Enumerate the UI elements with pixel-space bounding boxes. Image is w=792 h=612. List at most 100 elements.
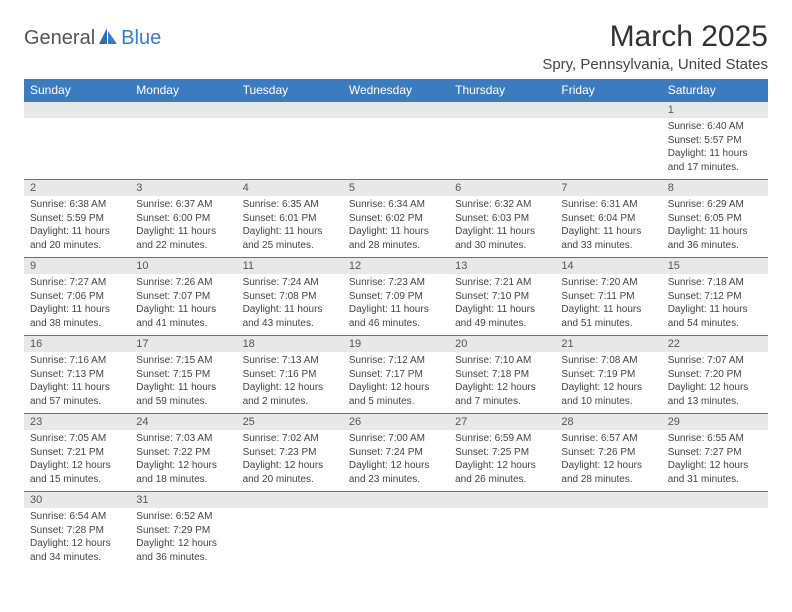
day-line: Sunset: 6:01 PM: [243, 212, 337, 226]
day-line: Daylight: 11 hours: [349, 303, 443, 317]
location: Spry, Pennsylvania, United States: [542, 56, 768, 73]
day-number: 27: [449, 414, 555, 430]
weekday-header: Tuesday: [237, 79, 343, 102]
calendar-table: SundayMondayTuesdayWednesdayThursdayFrid…: [24, 79, 768, 570]
day-line: Daylight: 12 hours: [30, 459, 124, 473]
logo-text-blue: Blue: [121, 27, 161, 50]
day-number: 30: [24, 492, 130, 508]
day-details: Sunrise: 6:37 AMSunset: 6:00 PMDaylight:…: [130, 196, 236, 256]
day-number: 29: [662, 414, 768, 430]
day-line: Sunrise: 7:21 AM: [455, 276, 549, 290]
day-line: Sunset: 7:27 PM: [668, 446, 762, 460]
calendar-cell: 31Sunrise: 6:52 AMSunset: 7:29 PMDayligh…: [130, 492, 236, 570]
day-line: Sunset: 7:22 PM: [136, 446, 230, 460]
day-details: Sunrise: 7:24 AMSunset: 7:08 PMDaylight:…: [237, 274, 343, 334]
day-line: Daylight: 11 hours: [561, 303, 655, 317]
day-line: Sunrise: 7:10 AM: [455, 354, 549, 368]
day-details: Sunrise: 7:05 AMSunset: 7:21 PMDaylight:…: [24, 430, 130, 490]
day-line: Sunset: 6:04 PM: [561, 212, 655, 226]
day-line: Sunrise: 7:05 AM: [30, 432, 124, 446]
day-line: and 17 minutes.: [668, 161, 762, 175]
weekday-header: Saturday: [662, 79, 768, 102]
day-number: 15: [662, 258, 768, 274]
day-line: Sunset: 5:57 PM: [668, 134, 762, 148]
calendar-cell: 9Sunrise: 7:27 AMSunset: 7:06 PMDaylight…: [24, 258, 130, 336]
day-line: Sunrise: 6:37 AM: [136, 198, 230, 212]
day-line: Daylight: 11 hours: [668, 225, 762, 239]
day-line: Sunset: 7:19 PM: [561, 368, 655, 382]
day-line: Sunrise: 6:35 AM: [243, 198, 337, 212]
day-details: Sunrise: 7:10 AMSunset: 7:18 PMDaylight:…: [449, 352, 555, 412]
day-line: Daylight: 11 hours: [30, 303, 124, 317]
day-details: Sunrise: 7:13 AMSunset: 7:16 PMDaylight:…: [237, 352, 343, 412]
day-line: Sunrise: 7:07 AM: [668, 354, 762, 368]
day-details: Sunrise: 7:20 AMSunset: 7:11 PMDaylight:…: [555, 274, 661, 334]
day-details: Sunrise: 6:29 AMSunset: 6:05 PMDaylight:…: [662, 196, 768, 256]
day-line: Sunrise: 7:26 AM: [136, 276, 230, 290]
day-details: Sunrise: 6:32 AMSunset: 6:03 PMDaylight:…: [449, 196, 555, 256]
day-line: Sunrise: 7:02 AM: [243, 432, 337, 446]
day-line: Sunset: 7:09 PM: [349, 290, 443, 304]
calendar-row: 1Sunrise: 6:40 AMSunset: 5:57 PMDaylight…: [24, 102, 768, 180]
calendar-cell: 14Sunrise: 7:20 AMSunset: 7:11 PMDayligh…: [555, 258, 661, 336]
day-line: and 31 minutes.: [668, 473, 762, 487]
calendar-cell: [237, 102, 343, 180]
day-line: and 59 minutes.: [136, 395, 230, 409]
calendar-cell: 30Sunrise: 6:54 AMSunset: 7:28 PMDayligh…: [24, 492, 130, 570]
day-details: Sunrise: 7:15 AMSunset: 7:15 PMDaylight:…: [130, 352, 236, 412]
day-number: 2: [24, 180, 130, 196]
day-line: and 34 minutes.: [30, 551, 124, 565]
weekday-header: Friday: [555, 79, 661, 102]
day-details: Sunrise: 6:40 AMSunset: 5:57 PMDaylight:…: [662, 118, 768, 178]
calendar-cell: 3Sunrise: 6:37 AMSunset: 6:00 PMDaylight…: [130, 180, 236, 258]
day-line: Sunrise: 7:08 AM: [561, 354, 655, 368]
day-line: and 54 minutes.: [668, 317, 762, 331]
day-number-empty: [555, 102, 661, 118]
calendar-cell: 11Sunrise: 7:24 AMSunset: 7:08 PMDayligh…: [237, 258, 343, 336]
sail-icon: [97, 26, 119, 51]
calendar-row: 16Sunrise: 7:16 AMSunset: 7:13 PMDayligh…: [24, 336, 768, 414]
day-line: Sunset: 7:26 PM: [561, 446, 655, 460]
day-line: Sunrise: 7:20 AM: [561, 276, 655, 290]
day-line: and 10 minutes.: [561, 395, 655, 409]
day-line: Daylight: 12 hours: [136, 537, 230, 551]
day-details: Sunrise: 7:16 AMSunset: 7:13 PMDaylight:…: [24, 352, 130, 412]
day-details: Sunrise: 7:03 AMSunset: 7:22 PMDaylight:…: [130, 430, 236, 490]
day-line: Daylight: 11 hours: [561, 225, 655, 239]
day-line: and 18 minutes.: [136, 473, 230, 487]
day-number-empty: [449, 102, 555, 118]
day-line: and 20 minutes.: [243, 473, 337, 487]
day-line: and 36 minutes.: [136, 551, 230, 565]
day-number: 5: [343, 180, 449, 196]
day-line: Daylight: 12 hours: [455, 459, 549, 473]
calendar-row: 9Sunrise: 7:27 AMSunset: 7:06 PMDaylight…: [24, 258, 768, 336]
calendar-cell: 15Sunrise: 7:18 AMSunset: 7:12 PMDayligh…: [662, 258, 768, 336]
day-number: 1: [662, 102, 768, 118]
day-details: Sunrise: 6:57 AMSunset: 7:26 PMDaylight:…: [555, 430, 661, 490]
day-line: Sunset: 7:25 PM: [455, 446, 549, 460]
day-line: Sunset: 7:16 PM: [243, 368, 337, 382]
day-line: and 49 minutes.: [455, 317, 549, 331]
day-line: Daylight: 11 hours: [30, 381, 124, 395]
day-line: and 30 minutes.: [455, 239, 549, 253]
day-number: 22: [662, 336, 768, 352]
day-details: Sunrise: 7:02 AMSunset: 7:23 PMDaylight:…: [237, 430, 343, 490]
day-line: Sunset: 7:15 PM: [136, 368, 230, 382]
day-line: Sunrise: 6:38 AM: [30, 198, 124, 212]
day-line: Sunset: 7:29 PM: [136, 524, 230, 538]
day-line: Sunset: 7:08 PM: [243, 290, 337, 304]
calendar-cell: 19Sunrise: 7:12 AMSunset: 7:17 PMDayligh…: [343, 336, 449, 414]
day-line: and 46 minutes.: [349, 317, 443, 331]
day-line: Daylight: 11 hours: [455, 225, 549, 239]
day-number-empty: [237, 492, 343, 508]
day-details: Sunrise: 6:55 AMSunset: 7:27 PMDaylight:…: [662, 430, 768, 490]
day-details: Sunrise: 7:23 AMSunset: 7:09 PMDaylight:…: [343, 274, 449, 334]
weekday-header: Wednesday: [343, 79, 449, 102]
calendar-cell: [343, 102, 449, 180]
calendar-cell: 17Sunrise: 7:15 AMSunset: 7:15 PMDayligh…: [130, 336, 236, 414]
day-details: Sunrise: 7:00 AMSunset: 7:24 PMDaylight:…: [343, 430, 449, 490]
calendar-cell: 7Sunrise: 6:31 AMSunset: 6:04 PMDaylight…: [555, 180, 661, 258]
day-number-empty: [24, 102, 130, 118]
day-number: 14: [555, 258, 661, 274]
weekday-header: Thursday: [449, 79, 555, 102]
